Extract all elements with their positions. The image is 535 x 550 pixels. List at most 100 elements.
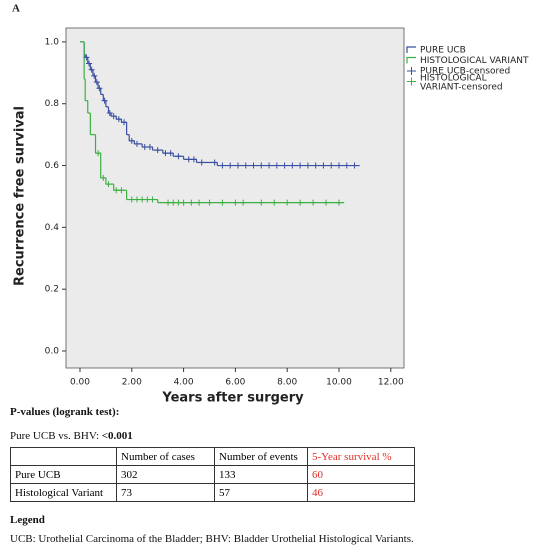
- cell: Histological Variant: [10, 483, 117, 502]
- censor-mark: [91, 72, 98, 79]
- x-tick-label: 4.00: [174, 378, 194, 388]
- censor-mark: [323, 199, 330, 206]
- legend-swatch: [407, 67, 416, 75]
- header-cell: [10, 447, 117, 466]
- x-tick-label: 0.00: [70, 378, 90, 388]
- censor-mark: [93, 79, 100, 86]
- censor-mark: [175, 199, 182, 206]
- censor-mark: [88, 66, 95, 73]
- header-cell: Number of events: [214, 447, 308, 466]
- table-row: Pure UCB 302 133 60: [10, 465, 415, 484]
- censor-mark: [198, 159, 205, 166]
- censor-mark: [144, 196, 151, 203]
- legend-title: Legend: [10, 514, 45, 526]
- censor-mark: [227, 162, 234, 169]
- censor-mark: [240, 199, 247, 206]
- censor-mark: [273, 162, 280, 169]
- censor-mark: [162, 150, 169, 157]
- cell: 46: [307, 483, 415, 502]
- cell: 302: [116, 465, 215, 484]
- censor-mark: [146, 144, 153, 150]
- censor-mark: [196, 199, 203, 206]
- cell: 60: [307, 465, 415, 484]
- legend-label: HISTOLOGICAL VARIANT-censored: [420, 73, 503, 92]
- x-tick-label: 12.00: [378, 378, 404, 388]
- censor-mark: [219, 162, 226, 169]
- censor-mark: [167, 150, 174, 157]
- censor-mark: [312, 162, 319, 169]
- y-tick-label: 0.8: [45, 99, 60, 109]
- censor-mark: [284, 199, 291, 206]
- legend-label: PURE UCB-censored: [420, 67, 510, 77]
- y-tick-label: 0.0: [45, 347, 60, 357]
- censor-mark: [281, 162, 288, 169]
- censor-mark: [83, 54, 90, 61]
- censor-mark: [110, 113, 117, 120]
- header-cell: 5-Year survival %: [307, 447, 415, 466]
- cell: 73: [116, 483, 215, 502]
- censor-mark: [310, 199, 317, 206]
- censor-mark: [141, 144, 148, 150]
- censor-mark: [266, 162, 273, 169]
- censor-mark: [271, 199, 278, 206]
- censor-mark: [304, 162, 311, 169]
- pvalue-line: Pure UCB vs. BHV: <0.001: [10, 430, 133, 442]
- censor-mark: [297, 162, 304, 169]
- censor-mark: [96, 85, 103, 92]
- censor-mark: [242, 162, 249, 169]
- plot-background: [65, 27, 405, 369]
- pvalue: <0.001: [101, 430, 133, 442]
- x-tick-label: 8.00: [277, 378, 297, 388]
- censor-mark: [133, 140, 140, 147]
- censor-mark: [343, 162, 350, 169]
- censor-mark: [170, 199, 177, 206]
- censor-mark: [351, 162, 358, 169]
- censor-mark: [100, 174, 107, 181]
- censor-mark: [258, 199, 265, 206]
- censor-mark: [106, 110, 113, 116]
- y-axis-label: Recurrence free survival: [13, 106, 28, 286]
- censor-mark: [149, 196, 156, 203]
- legend-swatch: [407, 77, 416, 86]
- censor-mark: [165, 199, 172, 206]
- pvalue-title: P-values (logrank test):: [10, 406, 120, 418]
- legend-label: HISTOLOGICAL VARIANT: [420, 56, 529, 66]
- censor-mark: [234, 162, 241, 169]
- x-axis-label: Years after surgery: [161, 391, 304, 406]
- censor-mark: [133, 196, 140, 203]
- censor-mark: [128, 137, 135, 144]
- censor-mark: [232, 199, 239, 206]
- y-tick-label: 0.4: [45, 223, 60, 233]
- censor-mark: [118, 187, 125, 194]
- censor-mark: [211, 159, 218, 166]
- y-tick-label: 0.2: [45, 285, 59, 295]
- censor-mark: [335, 199, 342, 206]
- censor-mark: [154, 147, 161, 154]
- censor-mark: [335, 162, 342, 169]
- censor-mark: [250, 162, 257, 169]
- censor-mark: [320, 162, 327, 169]
- censor-mark: [180, 199, 187, 206]
- censor-mark: [105, 181, 112, 188]
- legend-text: UCB: Urothelial Carcinoma of the Bladder…: [10, 533, 414, 545]
- cell: 133: [214, 465, 308, 484]
- censor-mark: [190, 156, 197, 163]
- legend-swatch: [406, 46, 416, 53]
- cell: 57: [214, 483, 308, 502]
- y-tick-label: 0.6: [45, 161, 60, 171]
- y-tick-label: 1.0: [45, 37, 60, 47]
- legend-label: PURE UCB: [420, 46, 466, 56]
- censor-mark: [101, 97, 108, 104]
- censor-mark: [328, 162, 335, 169]
- censor-mark: [258, 162, 265, 169]
- censor-mark: [289, 162, 296, 169]
- censor-mark: [115, 116, 122, 123]
- censor-mark: [219, 199, 226, 206]
- censor-mark: [188, 199, 195, 206]
- panel-label: A: [12, 3, 20, 15]
- censor-mark: [175, 153, 182, 160]
- censor-mark: [95, 150, 102, 157]
- x-tick-label: 10.00: [326, 378, 352, 388]
- table-header: Number of cases Number of events 5-Year …: [10, 447, 415, 466]
